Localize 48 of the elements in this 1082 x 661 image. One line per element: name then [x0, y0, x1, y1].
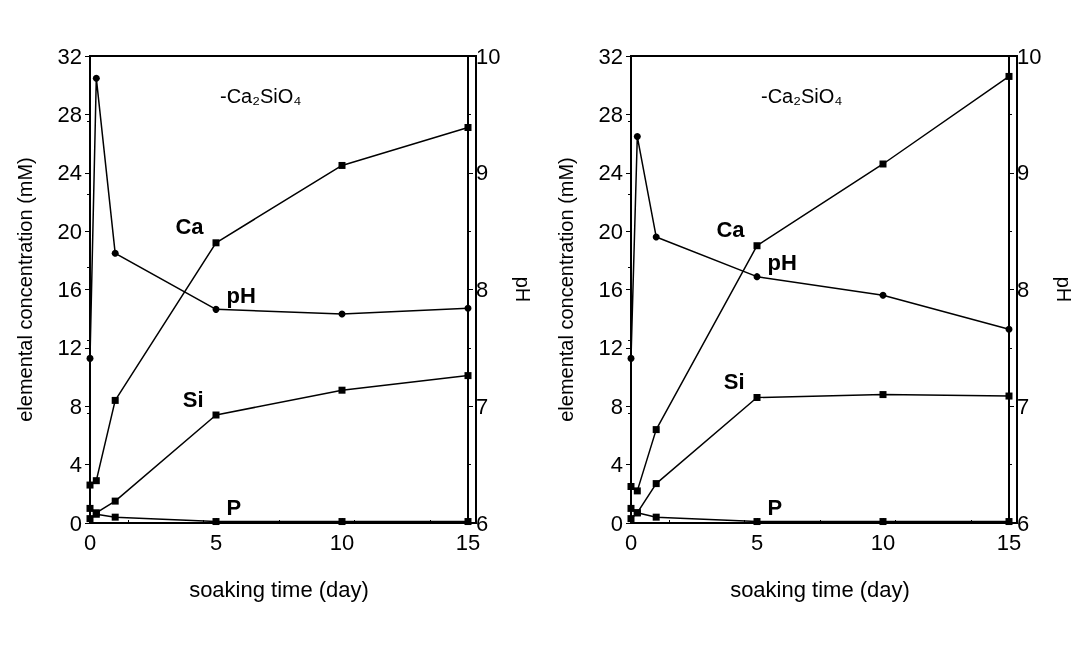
x-axis-title: soaking time (day)	[189, 576, 369, 602]
y2-tick-label: 10	[476, 43, 501, 69]
series-label: pH	[226, 282, 256, 308]
y2-tick-label: 7	[476, 393, 489, 419]
y2-tick-label: 8	[476, 277, 489, 302]
y-tick-label: 16	[57, 277, 82, 302]
y-tick-label: 0	[69, 510, 82, 536]
y-axis-title: elemental concentration (mM)	[14, 157, 36, 422]
y-tick-label: 28	[57, 101, 82, 127]
y-tick-label: 16	[598, 277, 623, 302]
y-tick-label: 24	[57, 160, 82, 186]
x-axis-title: soaking time (day)	[730, 576, 910, 602]
y-tick-label: 4	[610, 452, 623, 478]
y2-tick-label: 8	[1017, 277, 1030, 302]
y-tick-label: 28	[598, 101, 623, 127]
y-tick-label: 8	[69, 393, 82, 419]
annotation: -Ca₂SiO₄	[761, 85, 843, 107]
y-axis-title: elemental concentration (mM)	[555, 157, 577, 422]
y2-axis-title: pH	[512, 276, 534, 303]
series-label: Si	[723, 368, 745, 394]
x-tick-label: 10	[329, 529, 355, 555]
series-label: Si	[182, 386, 204, 412]
y2-tick-label: 6	[1017, 510, 1030, 536]
series-label: P	[767, 495, 783, 521]
series-label: pH	[767, 250, 797, 276]
y-tick-label: 20	[598, 218, 623, 244]
y2-tick-label: 9	[476, 160, 489, 186]
y-tick-label: 12	[598, 335, 623, 361]
y-tick-label: 32	[598, 43, 623, 69]
annotation: -Ca₂SiO₄	[220, 85, 302, 107]
y2-tick-label: 7	[1017, 393, 1030, 419]
y-tick-label: 0	[610, 510, 623, 536]
y2-tick-label: 10	[1017, 43, 1042, 69]
y-tick-label: 12	[57, 335, 82, 361]
y-tick-label: 32	[57, 43, 82, 69]
y2-axis-title: pH	[1053, 276, 1075, 303]
y2-tick-label: 6	[476, 510, 489, 536]
y2-tick-label: 9	[1017, 160, 1030, 186]
y-tick-label: 4	[69, 452, 82, 478]
series-label: P	[226, 495, 242, 521]
y-tick-label: 20	[57, 218, 82, 244]
y-tick-label: 8	[610, 393, 623, 419]
y-tick-label: 24	[598, 160, 623, 186]
x-tick-label: 5	[209, 529, 223, 555]
series-label: Ca	[175, 214, 205, 240]
x-tick-label: 10	[870, 529, 896, 555]
x-tick-label: 5	[750, 529, 764, 555]
series-label: Ca	[716, 217, 746, 243]
